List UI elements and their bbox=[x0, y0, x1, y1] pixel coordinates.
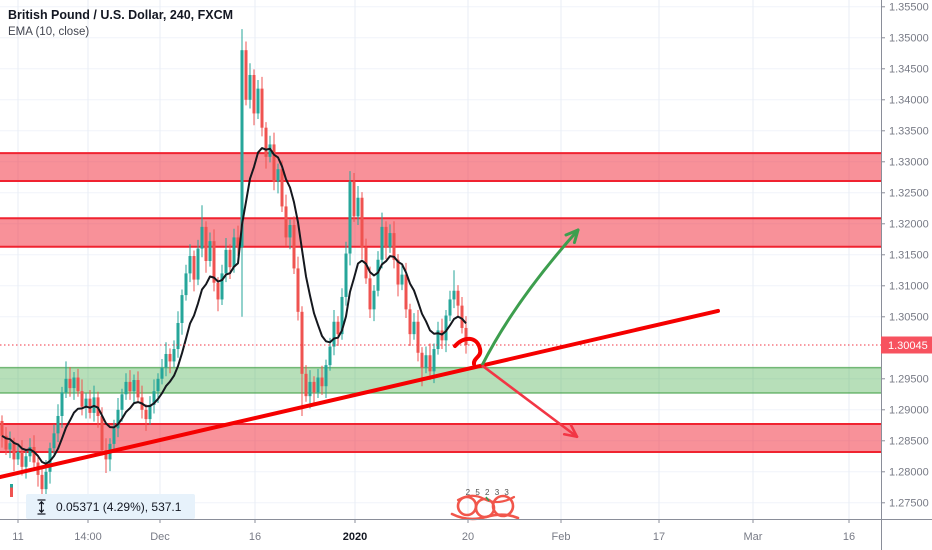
time-axis-label: 11 bbox=[12, 531, 23, 543]
resistance-zone[interactable] bbox=[0, 423, 881, 453]
bearish-arrow[interactable] bbox=[481, 364, 579, 439]
price-axis-label: 1.31500 bbox=[889, 249, 929, 261]
current-price-badge: 1.30045 bbox=[881, 336, 932, 354]
indicator-label[interactable]: EMA (10, close) bbox=[8, 26, 90, 39]
measure-value: 0.05371 (4.29%), 537.1 bbox=[56, 499, 182, 514]
time-axis-label: Dec bbox=[150, 531, 170, 543]
projected-bounce-path[interactable] bbox=[453, 336, 483, 366]
measure-tool-result[interactable]: 0.05371 (4.29%), 537.1 bbox=[26, 494, 196, 519]
price-axis-label: 1.35500 bbox=[889, 1, 929, 13]
price-axis-label: 1.31000 bbox=[889, 280, 929, 292]
price-axis-label: 1.34500 bbox=[889, 63, 929, 75]
price-axis-label: 1.27500 bbox=[889, 497, 929, 509]
time-axis-label: 17 bbox=[653, 531, 665, 543]
time-axis-label: 16 bbox=[843, 531, 855, 543]
analysis-drawings[interactable] bbox=[0, 228, 720, 480]
price-axis-label: 1.30500 bbox=[889, 311, 929, 323]
price-axis-label: 1.28500 bbox=[889, 435, 929, 447]
bullish-arrow[interactable] bbox=[480, 228, 580, 367]
price-axis-label: 1.34000 bbox=[889, 94, 929, 106]
supply-demand-zones[interactable] bbox=[0, 152, 881, 453]
price-axis-label: 1.29500 bbox=[889, 373, 929, 385]
price-axis-label: 1.33000 bbox=[889, 156, 929, 168]
price-range-icon bbox=[37, 498, 46, 515]
resistance-zone[interactable] bbox=[0, 152, 881, 183]
watermark-digits: 2 5 2 3 3 bbox=[466, 488, 511, 497]
time-axis-label: 20 bbox=[462, 531, 474, 543]
ema-line bbox=[1, 147, 467, 465]
price-axis-label: 1.33500 bbox=[889, 125, 929, 137]
time-axis-label: 2020 bbox=[343, 531, 367, 543]
time-axis-label: 16 bbox=[249, 531, 261, 543]
current-price-label: 1.30045 bbox=[888, 340, 928, 352]
time-axis-label: Feb bbox=[552, 531, 571, 543]
trend-line[interactable] bbox=[0, 308, 720, 480]
watermark-scribble: 2 5 2 3 3 bbox=[450, 488, 520, 521]
price-axis-label: 1.35000 bbox=[889, 32, 929, 44]
time-axis[interactable]: 11 14:00 Dec 16 2020 20 Feb 17 Mar 16 bbox=[0, 519, 932, 543]
support-zone[interactable] bbox=[0, 366, 881, 394]
time-axis-label: 14:00 bbox=[74, 531, 102, 543]
stray-mark bbox=[10, 484, 13, 497]
resistance-zone[interactable] bbox=[0, 217, 881, 248]
price-axis-label: 1.28000 bbox=[889, 466, 929, 478]
price-axis[interactable]: 1.35500 1.35000 1.34500 1.34000 1.33500 1.330… bbox=[881, 0, 932, 550]
price-axis-label: 1.29000 bbox=[889, 404, 929, 416]
symbol-legend: British Pound / U.S. Dollar, 240, FXCM E… bbox=[8, 6, 233, 41]
time-axis-label: Mar bbox=[744, 531, 763, 543]
price-axis-label: 1.32000 bbox=[889, 218, 929, 230]
price-axis-label: 1.32500 bbox=[889, 187, 929, 199]
symbol-title[interactable]: British Pound / U.S. Dollar, 240, FXCM bbox=[8, 8, 234, 22]
